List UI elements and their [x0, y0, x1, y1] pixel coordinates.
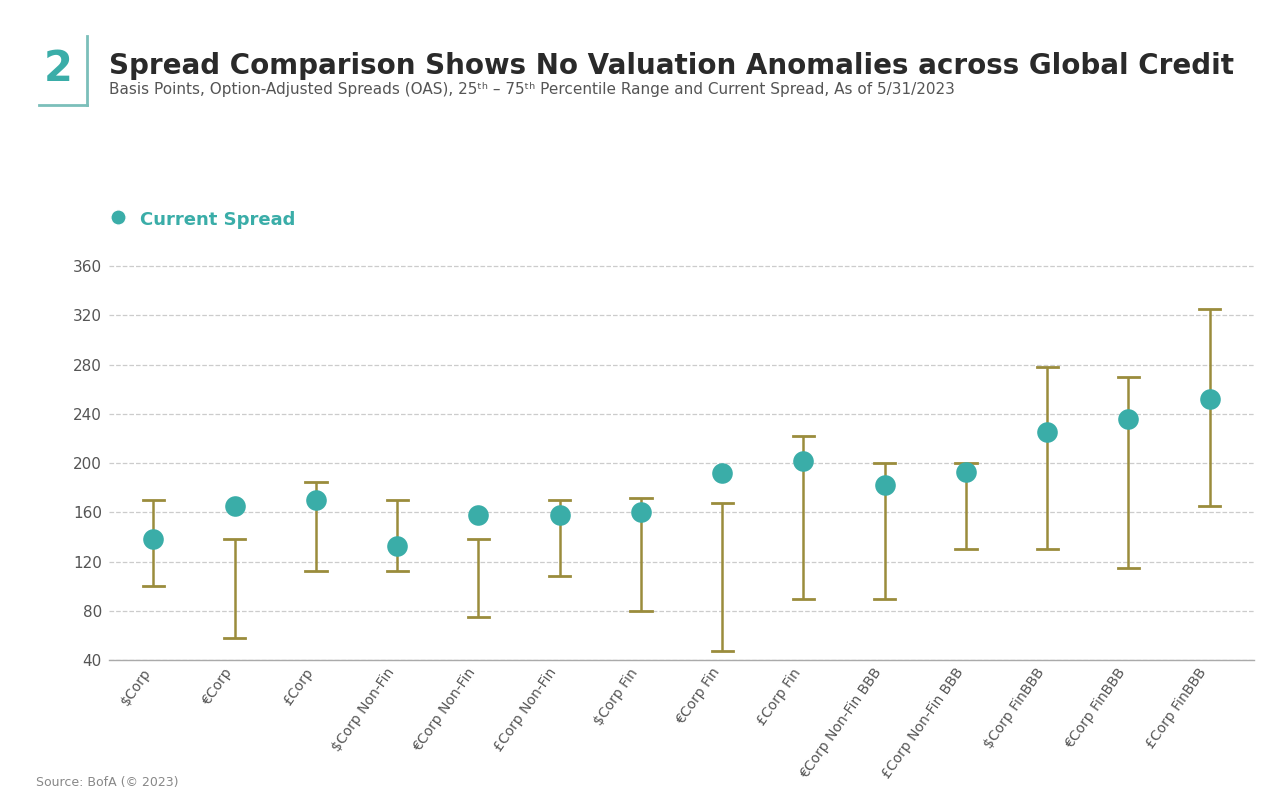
Point: [549, 509, 570, 522]
Text: Source: BofA (© 2023): Source: BofA (© 2023): [36, 776, 178, 789]
Text: Spread Comparison Shows No Valuation Anomalies across Global Credit: Spread Comparison Shows No Valuation Ano…: [109, 52, 1234, 80]
Point: [1119, 412, 1139, 425]
Point: [387, 539, 407, 552]
Point: [956, 465, 977, 478]
Point: [1037, 426, 1057, 439]
Text: 2: 2: [44, 48, 73, 90]
Point: [794, 454, 814, 467]
Point: [143, 533, 164, 546]
Text: Basis Points, Option-Adjusted Spreads (OAS), 25ᵗʰ – 75ᵗʰ Percentile Range and Cu: Basis Points, Option-Adjusted Spreads (O…: [109, 82, 955, 97]
Point: [468, 509, 489, 522]
Text: Current Spread: Current Spread: [141, 211, 296, 229]
Point: [874, 479, 895, 492]
Point: [1199, 393, 1220, 406]
Point: [631, 506, 652, 518]
Point: [712, 467, 732, 480]
Point: [224, 500, 244, 513]
Point: [306, 493, 326, 506]
